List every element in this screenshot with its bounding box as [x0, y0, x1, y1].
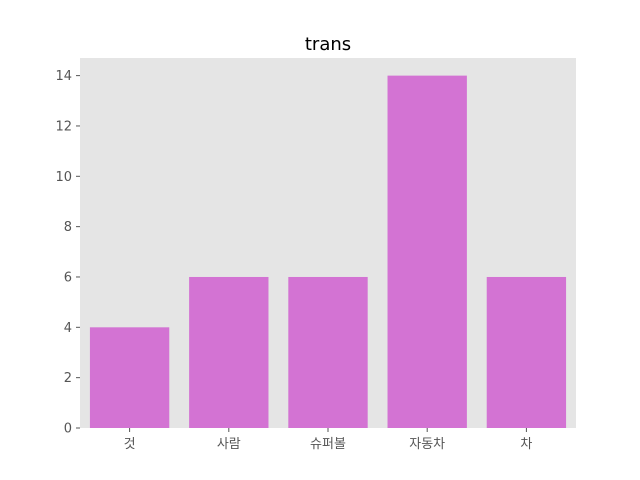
y-tick-label-1: 2 — [64, 371, 72, 386]
bar-2 — [288, 277, 367, 428]
y-tick-label-7: 14 — [55, 69, 72, 84]
x-tick-label-2: 슈퍼볼 — [310, 437, 346, 452]
bar-3 — [388, 76, 467, 428]
x-tick-label-0: 것 — [124, 437, 136, 452]
bar-1 — [189, 277, 268, 428]
x-tick-label-1: 사람 — [217, 437, 241, 452]
y-tick-label-2: 4 — [64, 321, 72, 336]
x-tick-label-3: 자동차 — [409, 437, 445, 452]
x-axis: 것 사람 슈퍼볼 자동차 차 — [124, 428, 533, 452]
y-tick-label-4: 8 — [64, 220, 72, 235]
y-tick-label-0: 0 — [64, 422, 72, 437]
y-tick-label-5: 10 — [55, 170, 72, 185]
chart-title: trans — [305, 34, 351, 55]
y-tick-label-3: 6 — [64, 270, 72, 285]
bar-0 — [90, 327, 169, 428]
y-tick-label-6: 12 — [55, 119, 72, 134]
x-tick-label-4: 차 — [520, 437, 532, 452]
y-axis: 0 2 4 6 8 10 12 14 — [55, 69, 80, 436]
bar-4 — [487, 277, 566, 428]
